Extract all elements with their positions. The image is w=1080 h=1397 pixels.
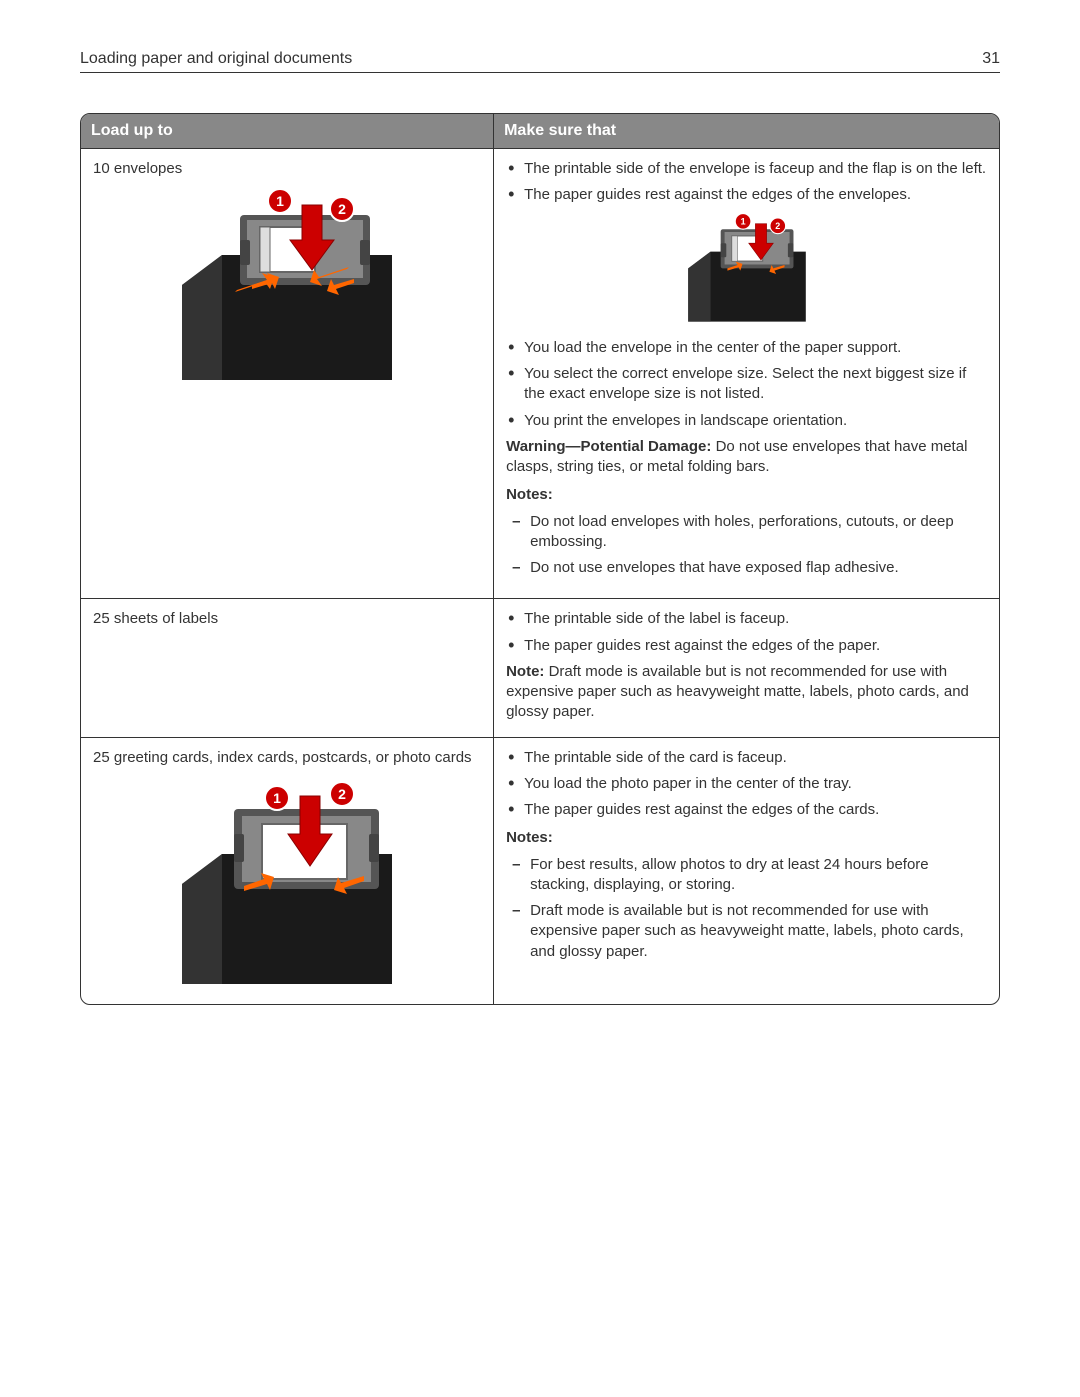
svg-text:2: 2 (338, 786, 346, 802)
column-header-load: Load up to (81, 114, 494, 149)
notes-label: Notes: (506, 485, 987, 505)
list-item: The paper guides rest against the edges … (524, 185, 987, 205)
list-item: Do not use envelopes that have exposed f… (530, 558, 987, 578)
table-row: 10 envelopes (81, 149, 999, 599)
table-row: 25 sheets of labels The printable side o… (81, 599, 999, 737)
list-item: You select the correct envelope size. Se… (524, 364, 987, 405)
warning-line: Warning—Potential Damage: Do not use env… (506, 437, 987, 478)
notes-list: Do not load envelopes with holes, perfor… (506, 512, 987, 579)
paper-loading-table: Load up to Make sure that 10 envelopes (80, 113, 1000, 1005)
list-item: The printable side of the card is faceup… (524, 748, 987, 768)
column-header-makesure: Make sure that (494, 114, 999, 149)
list-item: The paper guides rest against the edges … (524, 636, 987, 656)
load-text: 10 envelopes (93, 159, 481, 179)
notes-list: For best results, allow photos to dry at… (506, 855, 987, 962)
svg-text:1: 1 (740, 216, 745, 226)
load-text: 25 sheets of labels (93, 609, 481, 629)
list-item: The paper guides rest against the edges … (524, 800, 987, 820)
list-item: You print the envelopes in landscape ori… (524, 411, 987, 431)
list-item: Do not load envelopes with holes, perfor… (530, 512, 987, 553)
note-line: Note: Draft mode is available but is not… (506, 662, 987, 723)
bullet-list: You load the envelope in the center of t… (506, 338, 987, 431)
warning-label: Warning—Potential Damage: (506, 438, 711, 455)
note-label: Note: (506, 663, 544, 680)
printer-diagram-envelope-small: 1 2 (506, 212, 987, 328)
load-text: 25 greeting cards, index cards, postcard… (93, 748, 481, 768)
bullet-list: The printable side of the label is faceu… (506, 609, 987, 656)
list-item: For best results, allow photos to dry at… (530, 855, 987, 896)
list-item: The printable side of the envelope is fa… (524, 159, 987, 179)
svg-text:1: 1 (276, 193, 284, 209)
header-title: Loading paper and original documents (80, 50, 352, 68)
printer-diagram-envelope: 1 2 (93, 185, 481, 386)
bullet-list: The printable side of the envelope is fa… (506, 159, 987, 206)
printer-diagram-cards: 1 2 (93, 774, 481, 990)
page-number: 31 (982, 50, 1000, 68)
list-item: You load the photo paper in the center o… (524, 774, 987, 794)
page-header: Loading paper and original documents 31 (80, 50, 1000, 73)
svg-text:1: 1 (273, 790, 281, 806)
notes-label: Notes: (506, 828, 987, 848)
list-item: You load the envelope in the center of t… (524, 338, 987, 358)
list-item: Draft mode is available but is not recom… (530, 901, 987, 962)
svg-text:2: 2 (338, 201, 346, 217)
list-item: The printable side of the label is faceu… (524, 609, 987, 629)
note-text: Draft mode is available but is not recom… (506, 663, 969, 721)
bullet-list: The printable side of the card is faceup… (506, 748, 987, 821)
table-row: 25 greeting cards, index cards, postcard… (81, 738, 999, 1005)
svg-text:2: 2 (775, 221, 780, 231)
